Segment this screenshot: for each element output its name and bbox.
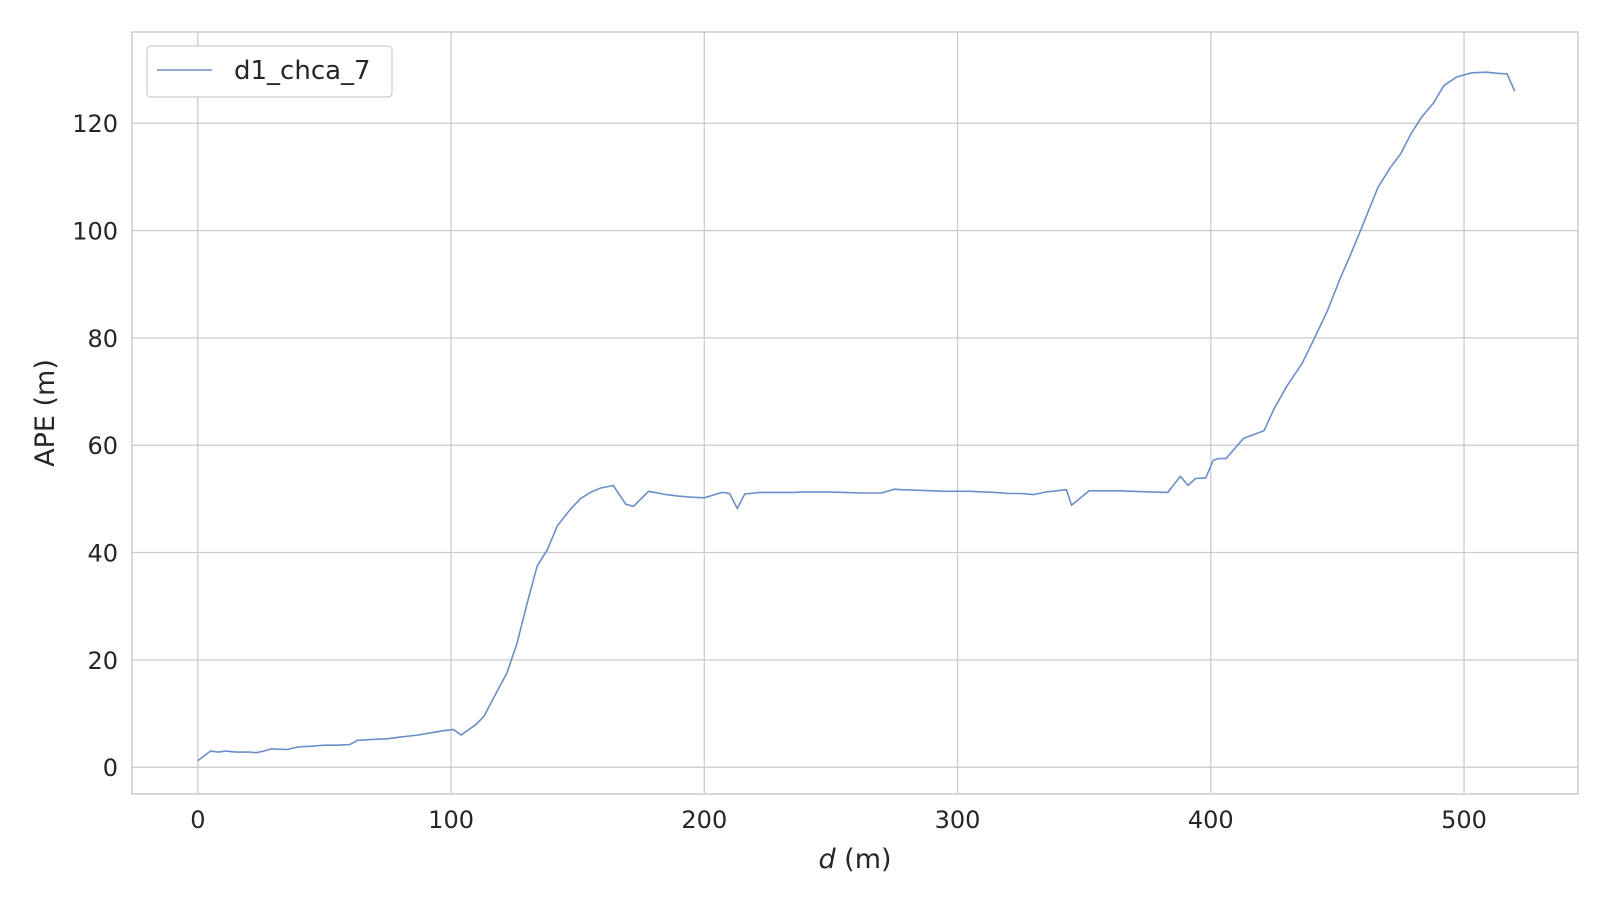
- x-tick-label: 200: [681, 806, 727, 834]
- y-axis-label: APE (m): [30, 359, 61, 467]
- x-tick-label: 300: [935, 806, 981, 834]
- series-layer: [197, 71, 1516, 762]
- x-axis-label: d (m): [818, 844, 891, 875]
- y-tick-label: 100: [72, 218, 118, 246]
- x-tick-labels: 0 100 200 300 400 500: [190, 806, 1487, 834]
- x-gridlines: [197, 32, 1465, 794]
- legend-box: [146, 45, 393, 98]
- y-tick-label: 40: [87, 540, 118, 568]
- x-tick-label: 400: [1188, 806, 1234, 834]
- plot-frame: [131, 31, 1579, 795]
- legend-label: d1_chca_7: [234, 56, 371, 86]
- x-axis-label-variable: d: [818, 844, 836, 875]
- x-axis-label-unit: (m): [836, 844, 892, 875]
- y-tick-label: 120: [72, 110, 118, 138]
- y-tick-label: 0: [103, 754, 118, 782]
- plot-background: [132, 32, 1578, 794]
- legend: d1_chca_7: [146, 45, 393, 98]
- y-tick-label: 80: [87, 325, 118, 353]
- series-line-d1_chca_7: [197, 71, 1516, 762]
- y-tick-labels: 0 20 40 60 80 100 120: [72, 110, 118, 782]
- x-tick-label: 0: [190, 806, 205, 834]
- y-tick-label: 20: [87, 647, 118, 675]
- x-tick-label: 100: [428, 806, 474, 834]
- y-tick-label: 60: [87, 432, 118, 460]
- y-gridlines: [132, 122, 1578, 768]
- x-tick-label: 500: [1441, 806, 1487, 834]
